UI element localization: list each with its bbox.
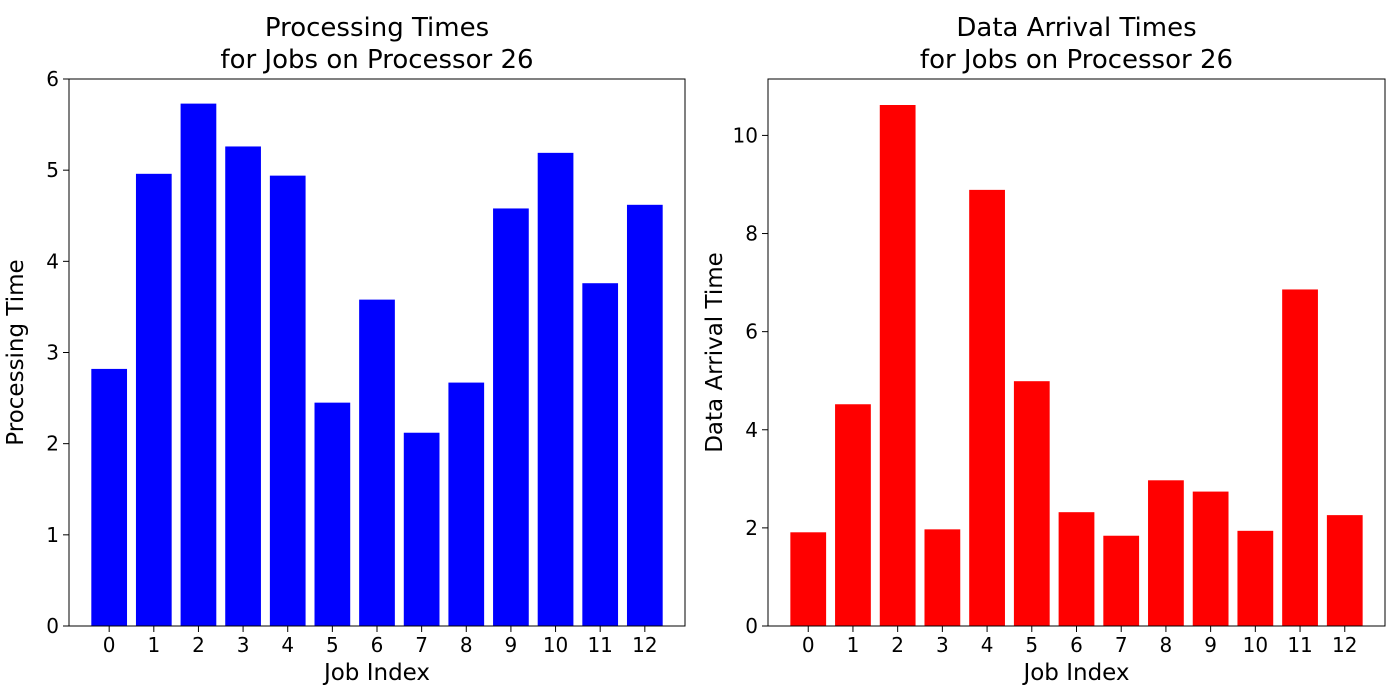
y-tick-label: 10 <box>733 123 758 147</box>
x-tick-label: 7 <box>415 633 428 657</box>
x-tick-label: 2 <box>891 633 904 657</box>
x-tick-label: 3 <box>237 633 250 657</box>
bar-job-1 <box>835 404 871 626</box>
bar-job-8 <box>1148 480 1184 626</box>
x-tick-label: 10 <box>1243 633 1268 657</box>
bar-job-12 <box>626 204 663 626</box>
bar-job-9 <box>1192 491 1229 626</box>
bar-job-0 <box>790 532 827 626</box>
bar-job-2 <box>180 103 217 627</box>
bar-job-10 <box>537 152 574 626</box>
bar-job-3 <box>924 529 961 626</box>
y-tick-label: 8 <box>745 222 758 246</box>
bar-job-11 <box>1282 289 1318 626</box>
x-tick-label: 3 <box>936 633 949 657</box>
bar-job-11 <box>582 283 619 626</box>
y-axis-label: Processing Time <box>3 259 29 445</box>
bar-job-2 <box>879 105 916 626</box>
x-tick-label: 8 <box>460 633 473 657</box>
bar-job-6 <box>359 299 395 626</box>
x-tick-label: 4 <box>981 633 994 657</box>
y-tick-label: 0 <box>745 614 758 638</box>
x-tick-label: 0 <box>802 633 815 657</box>
bar-job-7 <box>1103 535 1140 626</box>
chart-title-line-1: Processing Times <box>265 13 489 43</box>
y-tick-label: 6 <box>745 320 758 344</box>
bar-job-9 <box>493 208 529 626</box>
y-tick-label: 5 <box>46 158 59 182</box>
bar-job-8 <box>448 382 485 626</box>
bar-job-5 <box>1013 381 1050 626</box>
bar-job-10 <box>1237 530 1274 626</box>
x-tick-label: 8 <box>1160 633 1173 657</box>
y-tick-label: 4 <box>46 249 59 273</box>
bar-job-1 <box>135 173 172 626</box>
x-tick-label: 9 <box>505 633 518 657</box>
x-tick-label: 12 <box>1332 633 1357 657</box>
x-tick-label: 11 <box>1287 633 1312 657</box>
x-tick-label: 12 <box>632 633 657 657</box>
bar-job-0 <box>91 368 128 626</box>
y-tick-label: 2 <box>46 432 59 456</box>
x-tick-label: 1 <box>847 633 860 657</box>
y-tick-label: 1 <box>46 523 59 547</box>
x-tick-label: 5 <box>326 633 339 657</box>
x-tick-label: 11 <box>587 633 612 657</box>
x-tick-label: 6 <box>1070 633 1083 657</box>
chart-title-line-1: Data Arrival Times <box>956 13 1196 43</box>
x-tick-label: 2 <box>192 633 205 657</box>
y-tick-label: 3 <box>46 341 59 365</box>
x-tick-label: 9 <box>1204 633 1217 657</box>
bar-job-4 <box>969 189 1005 626</box>
bar-job-12 <box>1326 515 1363 626</box>
x-axis-label: Job Index <box>1021 660 1129 686</box>
y-tick-label: 6 <box>46 67 59 91</box>
x-tick-label: 0 <box>103 633 116 657</box>
x-axis-label: Job Index <box>322 660 430 686</box>
bar-job-3 <box>225 146 261 627</box>
x-tick-label: 6 <box>371 633 384 657</box>
bar-job-7 <box>403 432 440 626</box>
x-tick-label: 1 <box>147 633 160 657</box>
y-tick-label: 2 <box>745 516 758 540</box>
y-tick-label: 0 <box>46 614 59 638</box>
y-tick-label: 4 <box>745 418 758 442</box>
y-axis-label: Data Arrival Time <box>702 252 728 453</box>
chart-title-line-2: for Jobs on Processor 26 <box>920 45 1233 75</box>
bar-job-6 <box>1058 512 1095 626</box>
x-tick-label: 4 <box>281 633 294 657</box>
x-tick-label: 5 <box>1025 633 1038 657</box>
x-tick-label: 10 <box>543 633 568 657</box>
chart-title-line-2: for Jobs on Processor 26 <box>220 45 533 75</box>
bar-job-5 <box>314 402 351 626</box>
bar-job-4 <box>269 175 306 627</box>
x-tick-label: 7 <box>1115 633 1128 657</box>
